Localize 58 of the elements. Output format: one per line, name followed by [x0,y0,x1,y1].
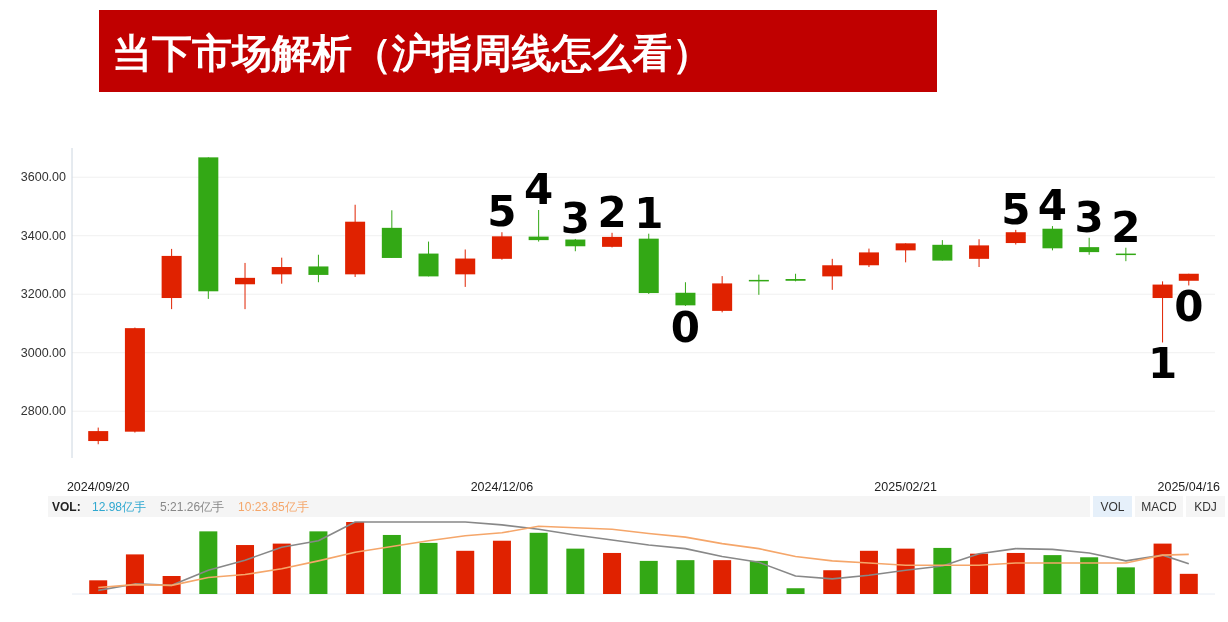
bar [970,553,989,594]
x-tick-label: 2025/04/16 [1157,480,1221,494]
text: 12.98亿手 [92,500,147,514]
bar [309,531,328,594]
bar [1080,557,1099,594]
text: 10:23.85亿手 [238,500,309,514]
annotation: 3 [560,193,590,243]
bar [749,560,768,594]
bar [786,588,805,594]
bar [199,531,218,594]
bar [529,532,548,594]
bar [1043,555,1062,594]
annotation: 4 [1037,181,1068,231]
annotation: 1 [1147,339,1178,389]
bar [1179,573,1198,594]
text: KDJ [1194,500,1217,514]
bar [713,560,732,594]
bar [933,547,952,594]
bar [859,550,878,594]
chart-title: 当下市场解析（沪指周线怎么看） [112,31,712,75]
bar [603,552,622,594]
annotation: 3 [1074,192,1104,242]
bar [236,545,255,594]
y-tick-label: 3400.00 [20,228,67,243]
text: VOL: [52,500,81,514]
bar [419,542,438,594]
bar [676,560,695,594]
y-tick-label: 3000.00 [20,345,67,360]
annotation: 5 [487,187,517,237]
bar [823,570,842,594]
annotation: 2 [597,187,627,237]
annotation: 2 [1111,202,1141,252]
x-tick-label: 2025/02/21 [874,480,937,494]
x-tick-label: 2024/09/20 [66,480,130,494]
bar [272,543,291,594]
bar [492,540,511,594]
bar [125,554,144,594]
bar [1116,567,1135,594]
bar [346,522,365,594]
bar [456,550,475,594]
annotation: 0 [1174,282,1204,332]
text: VOL [1100,500,1125,514]
bar [566,548,585,594]
bar [1153,543,1172,594]
bar [1006,552,1025,594]
annotation: 1 [634,188,664,238]
y-tick-label: 3200.00 [20,287,67,302]
y-tick-label: 2800.00 [20,404,67,419]
bar [896,548,915,594]
y-tick-label: 3600.00 [20,170,67,185]
text: 5:21.26亿手 [160,500,225,514]
text: MACD [1141,500,1177,514]
bar [382,534,401,594]
annotation: 5 [1001,184,1031,234]
bar [639,560,658,594]
annotation: 4 [524,165,554,214]
x-tick-label: 2024/12/06 [470,480,534,494]
annotation: 0 [670,302,701,352]
